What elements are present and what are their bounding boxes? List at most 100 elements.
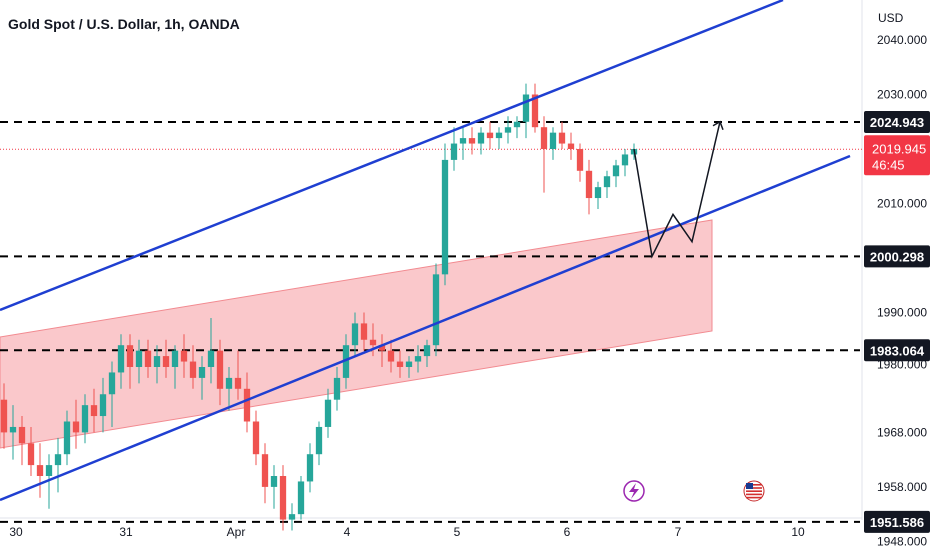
candle-body: [594, 187, 602, 199]
candle-body: [531, 94, 539, 128]
candle-body: [468, 138, 476, 144]
x-tick-label: 7: [675, 525, 682, 539]
candle-body: [54, 454, 62, 466]
candle: [252, 410, 260, 466]
candle: [0, 383, 8, 449]
currency-label: USD: [878, 11, 904, 25]
candle: [234, 350, 242, 400]
candle-body: [162, 356, 170, 367]
candle: [450, 127, 458, 171]
us-flag-stripe: [746, 493, 762, 496]
current-price-box: [864, 135, 930, 176]
projection-arrowhead: [712, 120, 724, 131]
candle-body: [486, 132, 494, 139]
y-tick-label: 2010.000: [877, 197, 927, 211]
us-flag-canton: [746, 483, 753, 489]
y-tick-label: 2030.000: [877, 88, 927, 102]
candle: [198, 356, 206, 400]
us-flag-icon: [743, 480, 765, 502]
candle-body: [279, 476, 287, 520]
candle-body: [558, 132, 566, 144]
us-flag-stripe: [746, 484, 762, 486]
lightning-icon-bolt: [629, 483, 639, 499]
candle: [567, 132, 575, 160]
candle: [18, 416, 26, 466]
candles: [0, 83, 638, 531]
candle-body: [342, 345, 350, 378]
candle: [558, 121, 566, 149]
candle: [405, 356, 413, 378]
candle: [108, 361, 116, 427]
x-tick-label: 6: [564, 525, 571, 539]
candle: [423, 339, 431, 367]
level-label-box: [864, 111, 930, 134]
candle: [153, 345, 161, 384]
candle: [270, 465, 278, 509]
candle: [306, 443, 314, 493]
candle-body: [306, 454, 314, 482]
candle-body: [378, 345, 386, 351]
candle: [576, 143, 584, 182]
current-price-countdown: 46:45: [872, 157, 905, 172]
current-price-label: 2019.945: [872, 141, 926, 156]
candle-body: [567, 143, 575, 149]
candle: [585, 159, 593, 215]
candle-body: [135, 350, 143, 367]
candle-body: [333, 377, 341, 400]
candle-body: [459, 138, 467, 144]
chart-title: Gold Spot / U.S. Dollar, 1h, OANDA: [8, 16, 240, 32]
candle-body: [621, 154, 629, 166]
candle: [378, 334, 386, 367]
candle: [441, 143, 449, 286]
candle-body: [198, 367, 206, 378]
candle-body: [387, 350, 395, 362]
candle: [414, 345, 422, 373]
candle: [432, 263, 440, 357]
candle: [540, 116, 548, 193]
candle-body: [423, 345, 431, 357]
candle: [324, 388, 332, 438]
candle: [81, 394, 89, 444]
candle-body: [432, 274, 440, 346]
candle-body: [216, 350, 224, 389]
y-tick-label: 1968.000: [877, 425, 927, 439]
candle: [90, 388, 98, 433]
level-label: 1951.586: [870, 515, 924, 530]
candle-body: [477, 132, 485, 144]
candle-body: [0, 399, 8, 433]
candle-body: [189, 361, 197, 378]
x-tick-label: 5: [454, 525, 461, 539]
candle-body: [396, 361, 404, 367]
candle: [621, 149, 629, 177]
candle: [396, 350, 404, 378]
candle: [72, 399, 80, 449]
candle-body: [369, 339, 377, 346]
candle: [54, 437, 62, 493]
candle-body: [252, 421, 260, 455]
candle: [180, 334, 188, 378]
y-tick-label: 1948.000: [877, 534, 927, 548]
horizontal-levels: [0, 121, 862, 523]
candle: [468, 127, 476, 155]
x-tick-label: 10: [791, 525, 805, 539]
candle: [342, 334, 350, 389]
candle: [171, 345, 179, 389]
candle-body: [18, 426, 26, 444]
candle: [351, 312, 359, 357]
candle-body: [405, 361, 413, 367]
candle-body: [81, 405, 89, 433]
x-tick-label: 30: [9, 525, 23, 539]
candle: [549, 127, 557, 160]
candle-body: [540, 127, 548, 149]
candle: [261, 443, 269, 504]
candle: [369, 323, 377, 357]
candle: [522, 83, 530, 139]
candle-body: [225, 377, 233, 389]
us-flag-stripe: [746, 487, 762, 489]
level-label-box: [864, 339, 930, 362]
candle-body: [270, 476, 278, 487]
candle: [486, 121, 494, 149]
candle-body: [9, 426, 17, 433]
candle-body: [576, 149, 584, 171]
